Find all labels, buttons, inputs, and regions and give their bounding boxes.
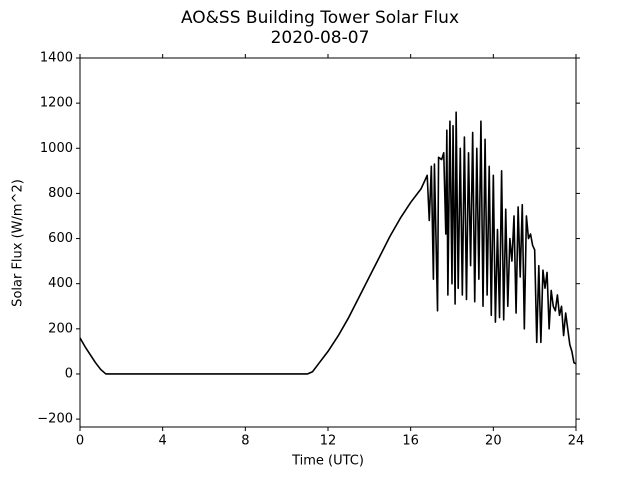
plot-frame [79, 57, 577, 428]
y-tick-label: 1200 [40, 96, 73, 111]
y-tick-label: 400 [48, 276, 73, 291]
y-tick-label: 600 [48, 231, 73, 246]
x-tick-label: 24 [568, 434, 585, 449]
y-tick-label: 800 [48, 186, 73, 201]
x-tick-label: 8 [241, 434, 249, 449]
y-tick-label: 1400 [40, 51, 73, 66]
chart-title: AO&SS Building Tower Solar Flux [181, 8, 459, 28]
x-tick-label: 4 [159, 434, 167, 449]
x-tick-label: 20 [485, 434, 502, 449]
x-tick-label: 16 [402, 434, 419, 449]
y-tick-label: 1000 [40, 141, 73, 156]
chart-subtitle: 2020-08-07 [271, 28, 370, 48]
y-tick-label: 0 [65, 366, 73, 381]
y-tick-label: 200 [48, 321, 73, 336]
data-line [79, 111, 577, 375]
y-axis-label: Solar Flux (W/m^2) [11, 179, 26, 307]
x-tick-label: 12 [320, 434, 337, 449]
x-axis-label: Time (UTC) [291, 454, 364, 469]
y-tick-label: −200 [37, 412, 73, 427]
x-tick-label: 0 [76, 434, 84, 449]
